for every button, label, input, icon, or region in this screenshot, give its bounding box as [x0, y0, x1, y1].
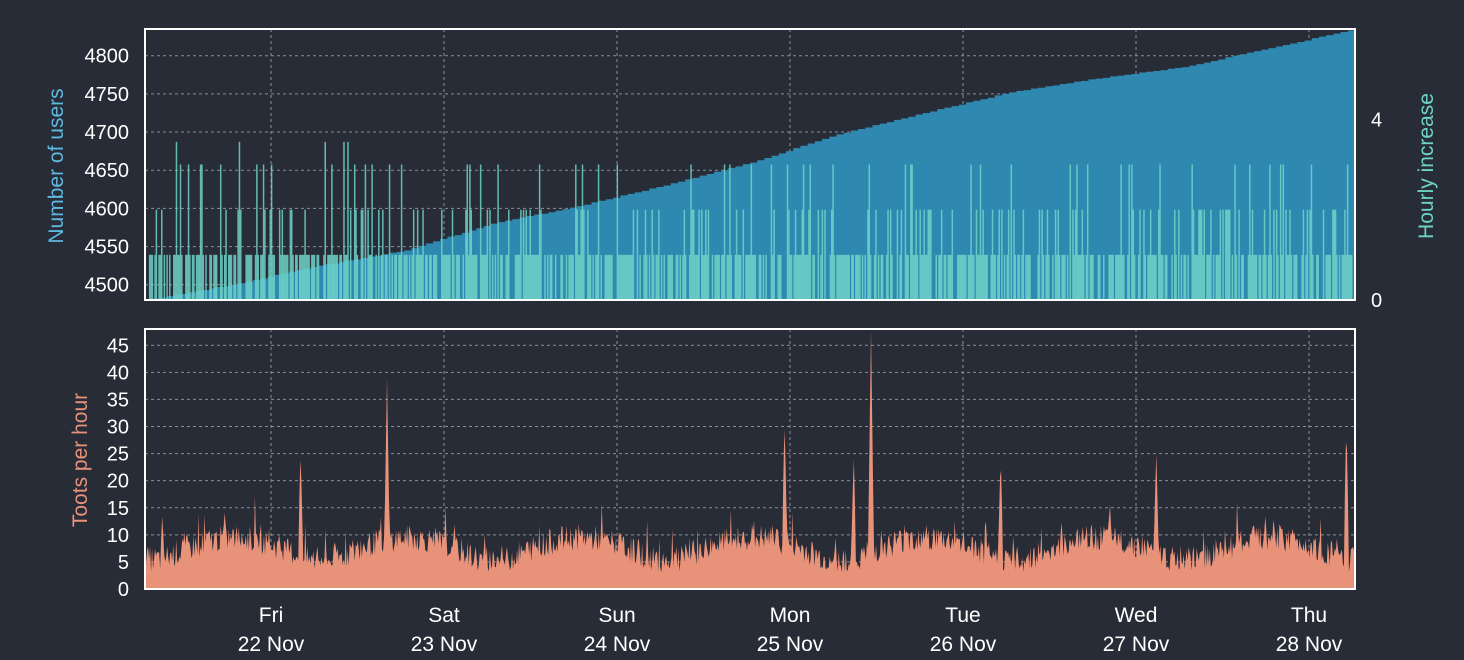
users-y-ticks: 4500 4550 4600 4650 4700 4750 4800 [85, 46, 130, 297]
increase-y-tick-label: 4 [1371, 109, 1382, 131]
users-y-tick-label: 4550 [85, 237, 130, 259]
toots-y-tick-label: 45 [107, 335, 129, 357]
increase-y-tick-label: 0 [1371, 290, 1382, 312]
hourly-increase-spikes [148, 141, 1353, 300]
x-tick-day: Sat [428, 604, 460, 627]
x-tick-day: Tue [945, 604, 980, 627]
x-tick-date: 23 Nov [411, 633, 478, 656]
x-tick-date: 27 Nov [1103, 633, 1170, 656]
toots-y-tick-label: 30 [107, 417, 129, 439]
x-tick-date: 22 Nov [238, 633, 305, 656]
users-y-tick-label: 4600 [85, 198, 130, 220]
users-y-tick-label: 4700 [85, 122, 130, 144]
toots-area [145, 330, 1355, 589]
toots-plot-frame [144, 328, 1356, 590]
increase-y-ticks: 04 [1371, 109, 1382, 312]
x-tick-day: Sun [598, 604, 635, 627]
toots-y-tick-label: 10 [107, 525, 129, 547]
x-tick-date: 24 Nov [584, 633, 651, 656]
toots-y-tick-label: 20 [107, 471, 129, 493]
toots-y-tick-label: 35 [107, 389, 129, 411]
x-axis-ticks: Fri 22 Nov Sat 23 Nov Sun 24 Nov Mon 25 Nov Tue 2… [238, 604, 1343, 656]
users-y-tick-label: 4650 [85, 160, 130, 182]
toots-axis-label: Toots per hour [69, 393, 92, 527]
toots-y-tick-label: 40 [107, 362, 129, 384]
toots-area-fill [145, 330, 1355, 589]
toots-panel: 0 5 10 15 20 25 30 35 40 45 Toots per hour [69, 328, 1356, 601]
users-y-tick-label: 4800 [85, 46, 130, 68]
x-tick-day: Mon [770, 604, 811, 627]
x-tick-date: 28 Nov [1276, 633, 1343, 656]
x-tick-day: Fri [259, 604, 284, 627]
toots-y-tick-label: 5 [118, 552, 129, 574]
x-tick-date: 25 Nov [757, 633, 824, 656]
users-area [145, 30, 1355, 300]
x-tick-date: 26 Nov [930, 633, 997, 656]
toots-y-tick-label: 0 [118, 579, 129, 601]
toots-y-tick-label: 15 [107, 498, 129, 520]
users-area-fill [145, 30, 1355, 300]
users-y-tick-label: 4500 [85, 275, 130, 297]
increase-axis-label: Hourly increase [1415, 93, 1438, 239]
users-axis-label: Number of users [45, 88, 68, 243]
toots-y-tick-label: 25 [107, 444, 129, 466]
toots-y-ticks: 0 5 10 15 20 25 30 35 40 45 [107, 335, 129, 601]
users-y-tick-label: 4750 [85, 84, 130, 106]
x-tick-day: Wed [1115, 604, 1158, 627]
x-tick-day: Thu [1291, 604, 1327, 627]
users-plot-frame [144, 28, 1356, 301]
